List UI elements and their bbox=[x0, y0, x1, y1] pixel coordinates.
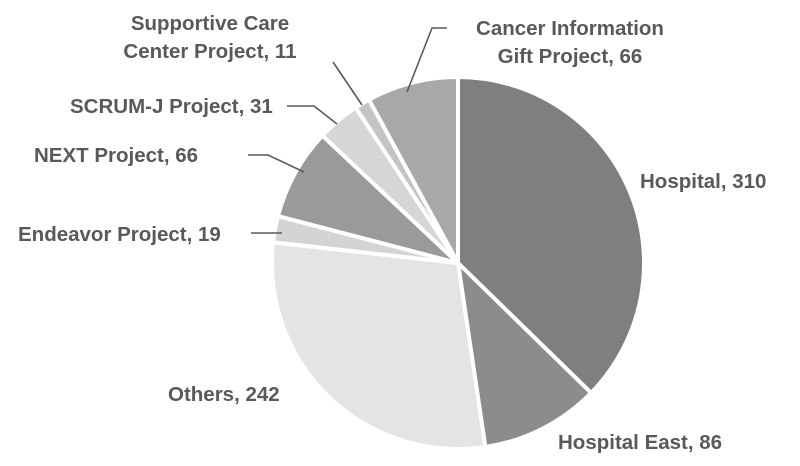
pie-slice-cancer-information-gift-project bbox=[366, 74, 460, 264]
data-label-cancer-information-gift-project: Cancer Information Gift Project, 66 bbox=[476, 17, 664, 68]
leader-line-cancer-information-gift-project bbox=[406, 27, 447, 93]
slice-labels: Hospital, 310 Hospital East, 86 Others, 24… bbox=[18, 12, 766, 454]
data-label-next-project: NEXT Project, 66 bbox=[34, 144, 198, 167]
data-label-others: Others, 242 bbox=[168, 383, 280, 406]
data-label-hospital: Hospital, 310 bbox=[640, 170, 766, 193]
leader-line-scrum-j-project bbox=[287, 105, 338, 125]
data-label-hospital-east: Hospital East, 86 bbox=[558, 431, 722, 454]
pie-slice-hospital bbox=[456, 74, 646, 396]
data-label-supportive-care-center-project: Supportive Care Center Project, 11 bbox=[123, 12, 296, 63]
leader-lines bbox=[248, 27, 447, 234]
pie-slice-others bbox=[270, 240, 488, 451]
data-label-scrum-j-project: SCRUM-J Project, 31 bbox=[70, 95, 273, 118]
leader-line-supportive-care-center-project bbox=[332, 61, 363, 106]
leader-line-next-project bbox=[248, 154, 305, 173]
pie-slices bbox=[270, 74, 646, 451]
data-label-endeavor-project: Endeavor Project, 19 bbox=[18, 223, 221, 246]
pie-slice-hospital-east bbox=[455, 257, 594, 450]
